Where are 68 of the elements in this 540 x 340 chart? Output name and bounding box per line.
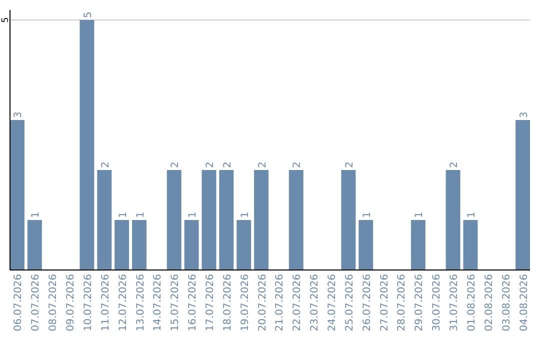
x-tick-label: 18.07.2026 [222, 274, 234, 332]
data-label: 2 [449, 162, 460, 168]
x-tick-label: 15.07.2026 [170, 274, 182, 332]
data-label: 1 [118, 212, 129, 218]
bar [80, 20, 94, 270]
data-label: 3 [518, 112, 530, 118]
x-tick-label: 26.07.2026 [362, 274, 373, 332]
bar [202, 170, 216, 270]
bar [27, 220, 42, 270]
bar [254, 170, 269, 270]
x-tick-label: 06.07.2026 [13, 274, 24, 332]
data-label: 2 [257, 162, 268, 168]
x-tick-label: 07.07.2026 [30, 274, 42, 332]
data-label: 1 [414, 212, 426, 218]
x-tick-label: 31.07.2026 [449, 274, 460, 332]
bar [341, 170, 356, 270]
x-tick-label: 11.07.2026 [100, 274, 112, 332]
x-tick-label: 16.07.2026 [188, 274, 199, 332]
bar [219, 170, 234, 270]
bar [10, 120, 24, 270]
data-label: 1 [240, 212, 251, 218]
data-label: 2 [292, 162, 304, 168]
data-label: 1 [362, 212, 373, 218]
x-tick-label: 09.07.2026 [66, 274, 77, 332]
x-tick-label: 21.07.2026 [274, 274, 286, 332]
x-tick-label: 25.07.2026 [344, 274, 356, 332]
x-tick-label: 10.07.2026 [82, 274, 94, 332]
x-tick-label: 27.07.2026 [379, 274, 390, 332]
x-tick-label: 23.07.2026 [310, 274, 321, 332]
bar [446, 170, 460, 270]
x-tick-label: 30.07.2026 [432, 274, 443, 332]
x-tick-label: 03.08.2026 [501, 274, 512, 332]
x-tick-label: 08.07.2026 [48, 274, 60, 332]
x-tick-label: 17.07.2026 [204, 274, 216, 332]
x-tick-label: 04.08.2026 [518, 274, 530, 332]
data-label: 1 [188, 212, 199, 218]
bar [114, 220, 130, 270]
data-label: 2 [100, 162, 112, 168]
data-label: 1 [466, 212, 478, 218]
data-label: 2 [204, 162, 216, 168]
x-tick-label: 02.08.2026 [484, 274, 495, 332]
x-tick-label: 13.07.2026 [135, 274, 146, 332]
x-tick-label: 12.07.2026 [118, 274, 129, 332]
bar [463, 220, 478, 270]
data-label: 2 [222, 162, 234, 168]
bar [166, 170, 182, 270]
bar [97, 170, 112, 270]
bar [132, 220, 146, 270]
bar [410, 220, 426, 270]
data-label: 1 [30, 212, 42, 218]
bar [288, 170, 304, 270]
x-tick-label: 20.07.2026 [257, 274, 268, 332]
x-tick-label: 14.07.2026 [152, 274, 164, 332]
data-label: 1 [135, 212, 146, 218]
data-label: 2 [344, 162, 356, 168]
data-label: 3 [13, 112, 24, 118]
data-label: 2 [170, 162, 182, 168]
x-tick-label: 28.07.2026 [396, 274, 408, 332]
bar [184, 220, 199, 270]
x-tick-label: 22.07.2026 [292, 274, 304, 332]
x-tick-label: 19.07.2026 [240, 274, 251, 332]
bar [358, 220, 374, 270]
x-tick-label: 29.07.2026 [414, 274, 426, 332]
data-label: 5 [82, 12, 94, 18]
bar [236, 220, 252, 270]
x-tick-label: 01.08.2026 [466, 274, 478, 332]
bar [516, 120, 530, 270]
x-tick-label: 24.07.2026 [327, 274, 338, 332]
